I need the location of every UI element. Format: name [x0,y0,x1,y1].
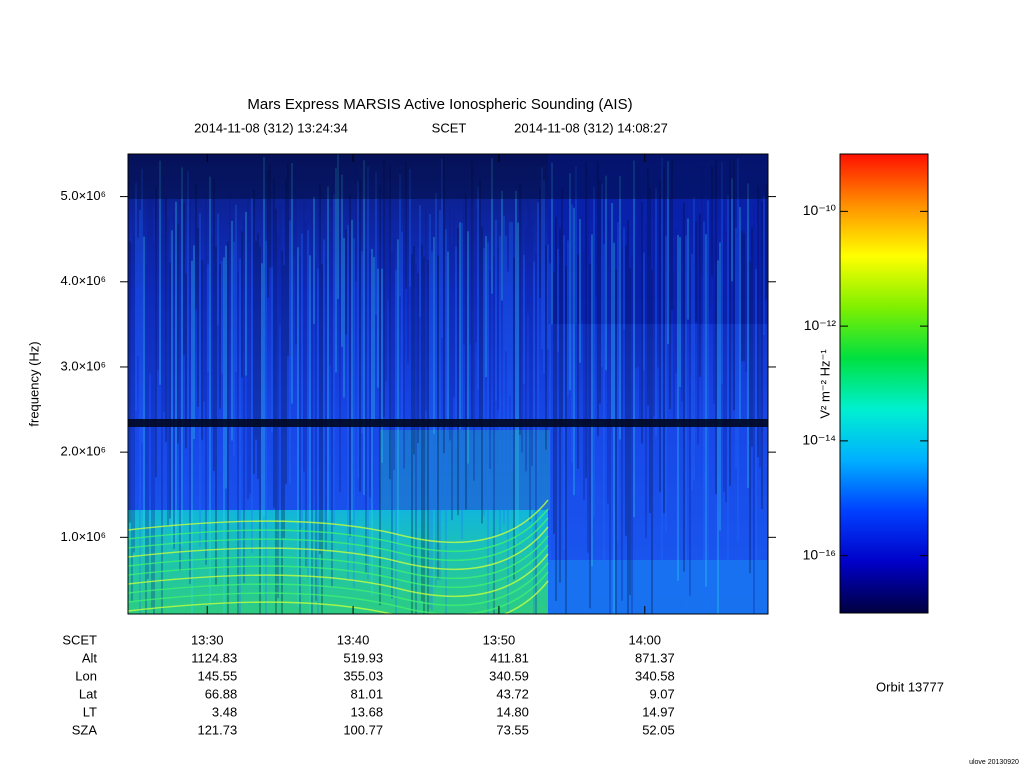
y-tick-label: 4.0×10⁶ [61,273,106,288]
x-tick-label: 14:00 [628,632,661,647]
spectrogram-texture [128,526,549,571]
colorbar-tick-label: 10⁻¹⁶ [803,546,836,562]
end-time: 2014-11-08 (312) 14:08:27 [514,120,668,135]
y-tick-label: 5.0×10⁶ [61,188,106,203]
table-cell: 100.77 [343,722,383,737]
spectrogram-texture [128,544,549,589]
plot-frame [127,153,769,615]
table-cell: 43.72 [496,686,529,701]
x-tick-label: 13:30 [191,632,224,647]
x-tick-label: 13:50 [483,632,516,647]
chart-title: Mars Express MARSIS Active Ionospheric S… [247,96,632,113]
table-cell: 9.07 [649,686,674,701]
spectrogram-band [128,419,768,427]
y-axis-label: frequency (Hz) [26,341,41,426]
colorbar [839,153,929,614]
spectrogram [128,154,768,614]
table-cell: 52.05 [642,722,675,737]
table-cell: 519.93 [343,650,383,665]
spectrogram-texture [128,508,549,553]
x-tick-label: 13:40 [337,632,370,647]
table-row-label: Alt [82,650,98,665]
spectrogram-region [548,560,768,614]
table-row-label: Lat [79,686,97,701]
table-cell: 14.80 [496,704,529,719]
table-cell: 411.81 [490,650,529,665]
table-cell: 121.73 [197,722,237,737]
time-system: SCET [432,120,467,135]
table-cell: 1124.83 [191,650,237,665]
start-time: 2014-11-08 (312) 13:24:34 [194,120,348,135]
spectrogram-texture [128,553,549,598]
y-tick-label: 1.0×10⁶ [61,529,106,544]
spectrogram-band [128,154,768,199]
spectrogram-texture [128,517,549,562]
spectrogram-region [128,510,548,614]
table-cell: 871.37 [635,650,675,665]
table-cell: 340.58 [635,668,675,683]
spectrogram-texture [128,499,549,544]
colorbar-tick-label: 10⁻¹⁰ [803,202,837,218]
table-cell: 66.88 [205,686,238,701]
table-cell: 13.68 [351,704,384,719]
spectrogram-texture [128,571,549,614]
table-cell: 81.01 [351,686,384,701]
table-row-label: LT [83,704,97,719]
spectrogram-texture [128,535,549,580]
table-row-label: Lon [75,668,97,683]
spectrogram-texture [128,562,549,607]
footer: ulove 20130920 [969,759,1019,766]
table-row-label: SCET [62,632,97,647]
table-row-label: SZA [72,722,98,737]
table-cell: 73.55 [496,722,529,737]
spectrogram-region [380,430,550,510]
table-cell: 340.59 [489,668,529,683]
table-cell: 3.48 [212,704,237,719]
colorbar-label: V² m⁻² Hz⁻¹ [817,349,832,419]
spectrogram-texture [128,580,549,614]
table-cell: 355.03 [343,668,383,683]
y-tick-label: 3.0×10⁶ [61,358,106,373]
table-cell: 145.55 [197,668,237,683]
y-tick-label: 2.0×10⁶ [61,444,106,459]
table-cell: 14.97 [642,704,675,719]
colorbar-tick-label: 10⁻¹⁴ [802,432,836,448]
orbit-label: Orbit 13777 [876,679,944,694]
colorbar-tick-label: 10⁻¹² [804,317,837,333]
